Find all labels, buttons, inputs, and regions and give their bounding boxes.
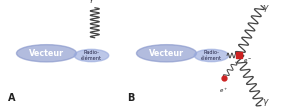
Text: $\gamma$: $\gamma$ [262,3,270,14]
Text: B: B [127,93,134,103]
Text: Radio-
élément: Radio- élément [81,50,102,61]
Text: Vecteur: Vecteur [149,49,184,58]
Text: $\gamma$: $\gamma$ [88,0,96,5]
Text: $e^-$: $e^-$ [243,57,252,65]
Text: A: A [8,93,16,103]
Ellipse shape [16,45,76,62]
Ellipse shape [136,45,196,62]
Text: Radio-
élément: Radio- élément [201,50,222,61]
Text: Vecteur: Vecteur [29,49,64,58]
Ellipse shape [74,49,109,62]
Ellipse shape [194,49,229,62]
Text: $e^+$: $e^+$ [219,87,228,95]
Text: $\gamma$: $\gamma$ [262,97,270,108]
